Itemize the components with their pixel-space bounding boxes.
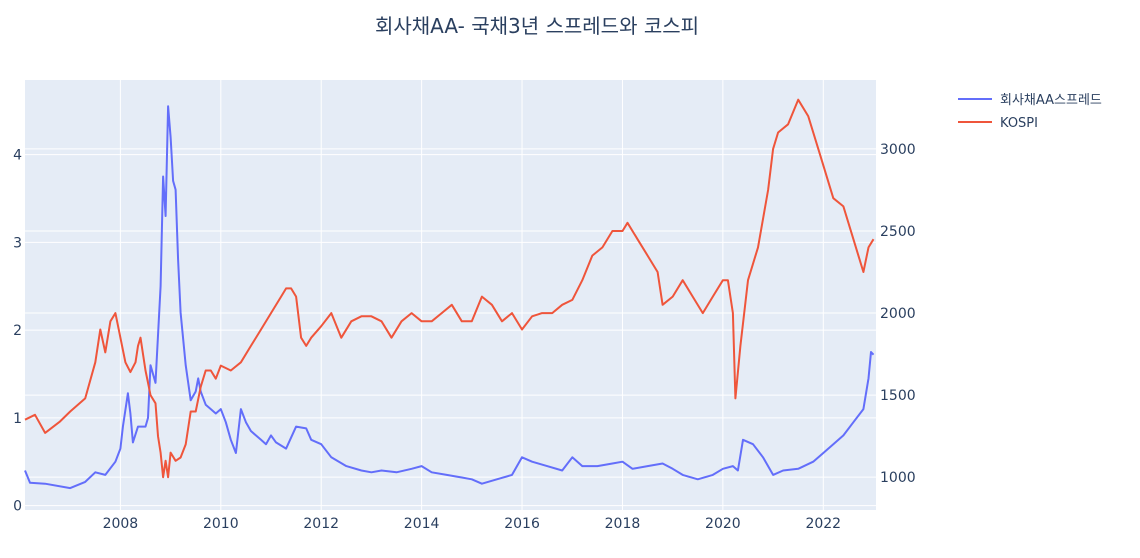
- series-line-kospi[interactable]: [24, 98, 875, 479]
- y-tick-label: 1: [13, 411, 22, 427]
- series-layer: [24, 98, 875, 490]
- axis-ticks: 2008 2010 2012 2014 2016 2018 2020 2022 0 1 2 3 4 100…: [13, 142, 916, 532]
- y-tick-label: 4: [13, 148, 22, 164]
- y-tick-label: 2: [13, 323, 22, 339]
- legend-label-kospi: KOSPI: [1000, 116, 1038, 131]
- y-tick-label: 0: [13, 499, 22, 515]
- x-tick-label: 2010: [203, 516, 239, 532]
- x-tick-label: 2020: [705, 516, 741, 532]
- plot-area[interactable]: [25, 80, 876, 510]
- x-tick-label: 2016: [504, 516, 540, 532]
- legend: 회사채AA스프레드 KOSPI: [958, 93, 1102, 131]
- y2-tick-label: 2500: [880, 224, 916, 240]
- legend-item-kospi[interactable]: KOSPI: [958, 116, 1038, 131]
- x-tick-label: 2014: [404, 516, 440, 532]
- x-tick-label: 2022: [805, 516, 841, 532]
- y2-tick-label: 1000: [880, 470, 916, 486]
- x-tick-label: 2012: [303, 516, 339, 532]
- y2-tick-label: 2000: [880, 306, 916, 322]
- x-tick-label: 2008: [103, 516, 139, 532]
- x-tick-label: 2018: [605, 516, 641, 532]
- legend-item-spread[interactable]: 회사채AA스프레드: [958, 93, 1102, 108]
- legend-label-spread: 회사채AA스프레드: [1000, 93, 1102, 108]
- y-tick-label: 3: [13, 235, 22, 251]
- series-line-spread[interactable]: [24, 105, 875, 490]
- chart-title: 회사채AA- 국채3년 스프레드와 코스피: [375, 14, 699, 38]
- y2-tick-label: 1500: [880, 388, 916, 404]
- y2-tick-label: 3000: [880, 142, 916, 158]
